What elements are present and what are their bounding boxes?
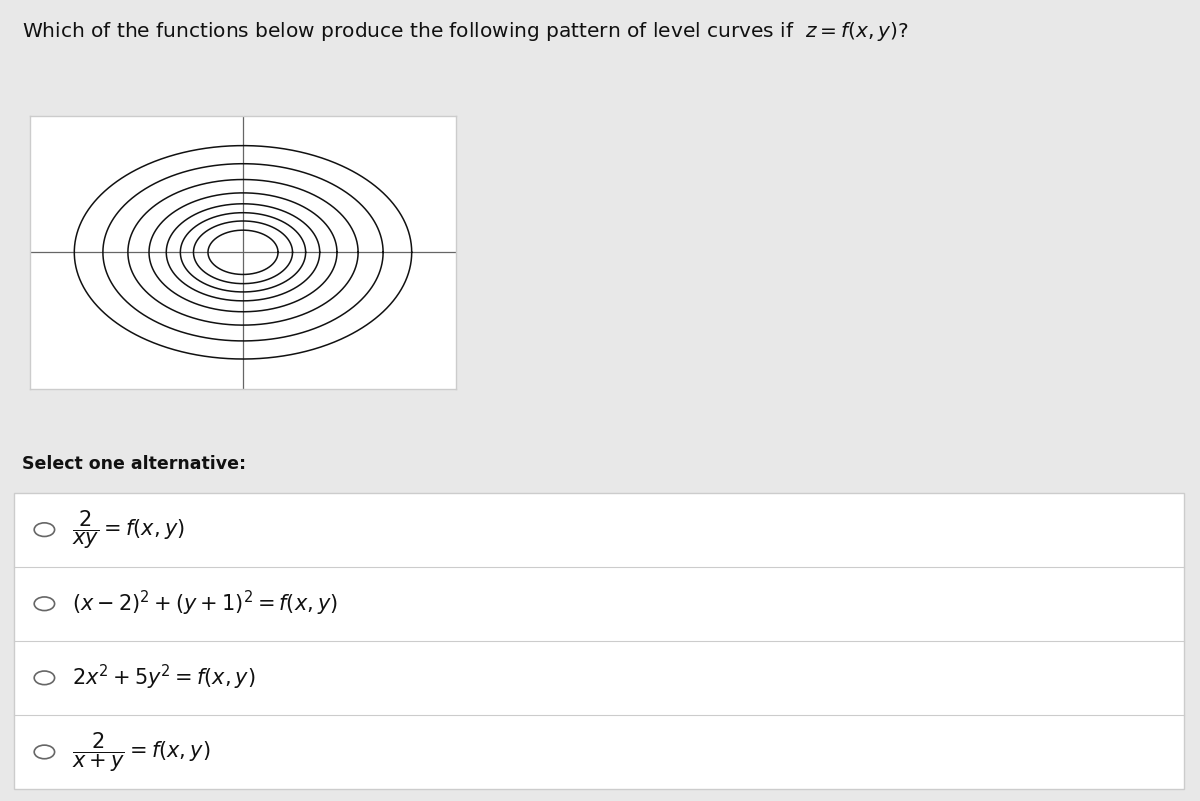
Text: Which of the functions below produce the following pattern of level curves if  $: Which of the functions below produce the…	[22, 20, 908, 43]
Text: $\dfrac{2}{xy} = f(x, y)$: $\dfrac{2}{xy} = f(x, y)$	[72, 509, 185, 551]
Text: $\dfrac{2}{x + y} = f(x, y)$: $\dfrac{2}{x + y} = f(x, y)$	[72, 731, 210, 774]
Text: $2x^2 + 5y^2 = f(x, y)$: $2x^2 + 5y^2 = f(x, y)$	[72, 663, 256, 692]
Text: Select one alternative:: Select one alternative:	[22, 455, 246, 473]
Text: $(x - 2)^2 + (y + 1)^2 = f(x, y)$: $(x - 2)^2 + (y + 1)^2 = f(x, y)$	[72, 590, 338, 618]
